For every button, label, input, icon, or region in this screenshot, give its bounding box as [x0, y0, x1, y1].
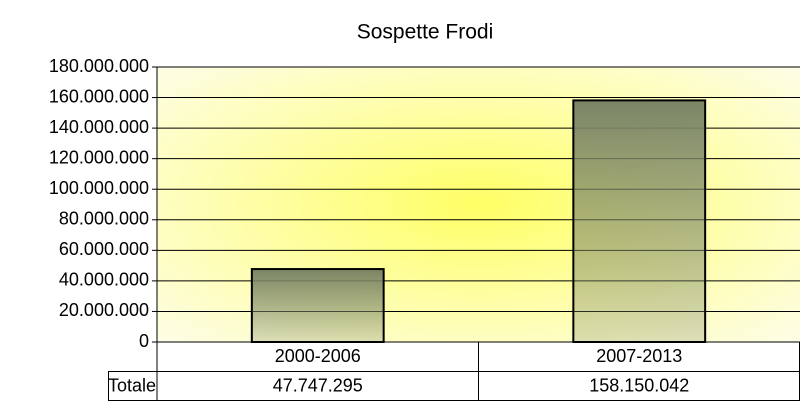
y-tick-label: 20.000.000: [59, 300, 149, 320]
bar: [572, 99, 707, 343]
y-tick-label: 60.000.000: [59, 239, 149, 259]
chart-title: Sospette Frodi: [357, 21, 494, 44]
y-tick-label: 180.000.000: [49, 56, 149, 76]
y-tick-label: 100.000.000: [49, 178, 149, 198]
x-tick-label: 2007-2013: [596, 346, 682, 366]
y-tick-label: 140.000.000: [49, 117, 149, 137]
y-tick-label: 80.000.000: [59, 209, 149, 229]
data-label: 47.747.295: [273, 375, 363, 395]
bar: [250, 268, 385, 343]
y-tick-label: 120.000.000: [49, 147, 149, 167]
y-tick-label: 160.000.000: [49, 86, 149, 106]
legend-label: Totale: [108, 375, 156, 395]
y-tick-label: 0: [139, 331, 149, 351]
y-tick-label: 40.000.000: [59, 270, 149, 290]
data-label: 158.150.042: [589, 375, 689, 395]
x-tick-label: 2000-2006: [275, 346, 361, 366]
